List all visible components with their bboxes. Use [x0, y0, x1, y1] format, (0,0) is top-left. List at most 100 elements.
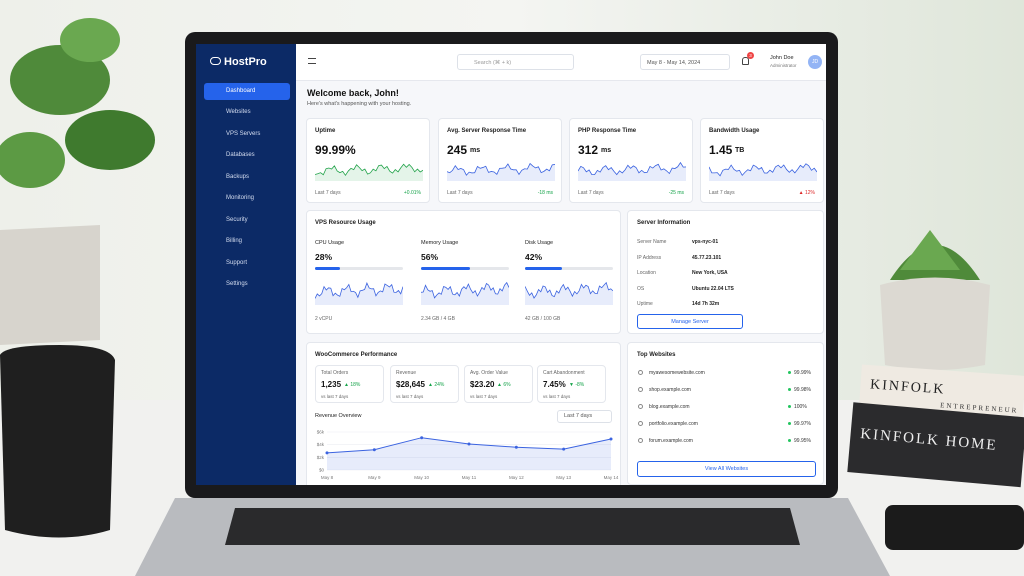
nav-item[interactable]: Settings: [226, 280, 248, 287]
resource-detail: 2 vCPU: [315, 316, 333, 322]
x-tick-label: May 11: [462, 475, 477, 480]
metric-change: -18 ms: [537, 190, 553, 196]
period-select[interactable]: Last 7 days: [557, 410, 612, 423]
site-name[interactable]: shop.example.com: [649, 386, 691, 393]
date-range[interactable]: May 8 - May 14, 2024: [640, 54, 730, 70]
site-icon: [638, 438, 643, 443]
nav-item[interactable]: Databases: [226, 151, 255, 158]
stat-box: Avg. Order Value $23.20 ▲ 6% vs last 7 days: [464, 365, 533, 403]
status-dot: [788, 405, 791, 408]
book-bottom: [847, 402, 1024, 488]
info-value: 14d 7h 32m: [692, 301, 720, 307]
progress-fill: [315, 267, 340, 270]
plant-right: [880, 230, 990, 370]
sparkline-area: [709, 163, 817, 181]
nav-item[interactable]: VPS Servers: [226, 130, 261, 137]
page-subtitle: Here's what's happening with your hostin…: [307, 101, 412, 107]
nav-item[interactable]: Billing: [226, 237, 243, 244]
mug: [0, 345, 115, 538]
site-uptime: 99.97%: [794, 420, 811, 427]
card-title: VPS Resource Usage: [315, 220, 376, 226]
site-uptime: 99.98%: [794, 386, 811, 393]
metric-change: +0.01%: [403, 190, 421, 196]
metric-card: PHP Response Time 312 ms Last 7 days -25 ms: [569, 118, 693, 203]
search[interactable]: Search (⌘ + k): [457, 54, 574, 70]
revenue-point: [325, 451, 329, 455]
topbar: Search (⌘ + k) May 8 - May 14, 2024 3 John …: [296, 44, 826, 81]
sparkline: [525, 281, 613, 305]
nav-item[interactable]: Backups: [226, 173, 250, 180]
metric-label: PHP Response Time: [578, 128, 637, 134]
nav-item[interactable]: Dashboard: [204, 82, 290, 100]
vps-card: VPS Resource Usage CPU Usage 28% 2 vCPU Memo…: [306, 210, 621, 334]
site-name[interactable]: portfolio.example.com: [649, 420, 698, 427]
metric-label: Bandwidth Usage: [709, 128, 760, 134]
card-title: Server Information: [637, 220, 691, 226]
stat-note: vs last 7 days: [543, 394, 571, 399]
info-key: OS: [637, 285, 645, 292]
stat-value: 1,235: [321, 380, 342, 389]
view-all-button[interactable]: View All Websites: [637, 461, 816, 477]
logo-icon: [210, 57, 221, 65]
metric-unit: ms: [470, 147, 481, 154]
site-name[interactable]: blog.example.com: [649, 403, 690, 410]
sparkline-area: [525, 282, 613, 305]
site-name[interactable]: myawesomewebsite.com: [649, 369, 705, 376]
plant-left: [0, 18, 155, 345]
revenue-point: [609, 437, 613, 441]
stat-label: Cart Abandonment: [543, 370, 585, 376]
stat-value: $23.20: [470, 380, 495, 389]
y-tick-label: $2k: [317, 455, 325, 460]
metric-card: Bandwidth Usage 1.45 TB Last 7 days ▲ 12%: [700, 118, 824, 203]
resource-detail: 42 GB / 100 GB: [525, 316, 561, 322]
metric-label: Avg. Server Response Time: [447, 128, 527, 134]
x-tick-label: May 13: [556, 475, 571, 480]
site-icon: [638, 421, 643, 426]
info-value: New York, USA: [692, 270, 728, 276]
bell[interactable]: [742, 57, 749, 65]
nav-item[interactable]: Support: [226, 259, 248, 266]
card-title: WooCommerce Performance: [315, 352, 398, 358]
user-role: Administrator: [770, 63, 797, 68]
info-key: Location: [637, 270, 656, 276]
brand: HostPro: [224, 56, 267, 68]
stat-box: Cart Abandonment 7.45% ▼ -8% vs last 7 days: [537, 365, 606, 403]
info-key: IP Address: [637, 254, 662, 261]
sparkline-area: [421, 282, 509, 305]
phone: [885, 505, 1024, 550]
page-title: Welcome back, John!: [307, 88, 399, 98]
site-name[interactable]: forum.example.com: [649, 437, 693, 444]
resource-value: 42%: [525, 252, 543, 262]
revenue-point: [514, 445, 518, 449]
stat-note: vs last 7 days: [396, 394, 424, 399]
websites-card: Top Websites myawesomewebsite.com 99.99% sh…: [627, 342, 824, 485]
nav-item[interactable]: Websites: [226, 108, 251, 115]
card-title: Top Websites: [637, 352, 676, 358]
user-name: John Doe: [770, 55, 794, 61]
sparkline: [578, 161, 686, 181]
metric-period: Last 7 days: [315, 190, 341, 196]
status-dot: [788, 371, 791, 374]
chart-title: Revenue Overview: [315, 413, 362, 419]
avatar[interactable]: JD: [808, 55, 822, 69]
manage-server-button[interactable]: Manage Server: [637, 314, 743, 329]
nav-item[interactable]: Monitoring: [226, 194, 255, 201]
woo-card: WooCommerce Performance Total Orders 1,235…: [306, 342, 621, 485]
stat-label: Revenue: [396, 370, 417, 376]
nav-item[interactable]: Security: [226, 216, 248, 223]
x-tick-label: May 10: [414, 475, 429, 480]
metric-card: Uptime 99.99% Last 7 days +0.01%: [306, 118, 430, 203]
revenue-point: [420, 436, 424, 440]
revenue-point: [562, 447, 566, 451]
menu-icon[interactable]: [308, 58, 316, 64]
stat-note: vs last 7 days: [321, 394, 349, 399]
metric-change: ▲ 12%: [798, 190, 815, 196]
progress-track: [315, 267, 403, 270]
stat-value: $28,645: [396, 380, 425, 389]
stat-box: Total Orders 1,235 ▲ 18% vs last 7 days: [315, 365, 384, 403]
progress-fill: [525, 267, 562, 270]
sparkline: [709, 163, 817, 181]
revenue-chart: $0 $2k $4k $6k May 8 May 9 May 10 May 11 May 12 M…: [317, 430, 619, 481]
info-value: vps-nyc-01: [692, 239, 719, 245]
stat-note: vs last 7 days: [470, 394, 498, 399]
